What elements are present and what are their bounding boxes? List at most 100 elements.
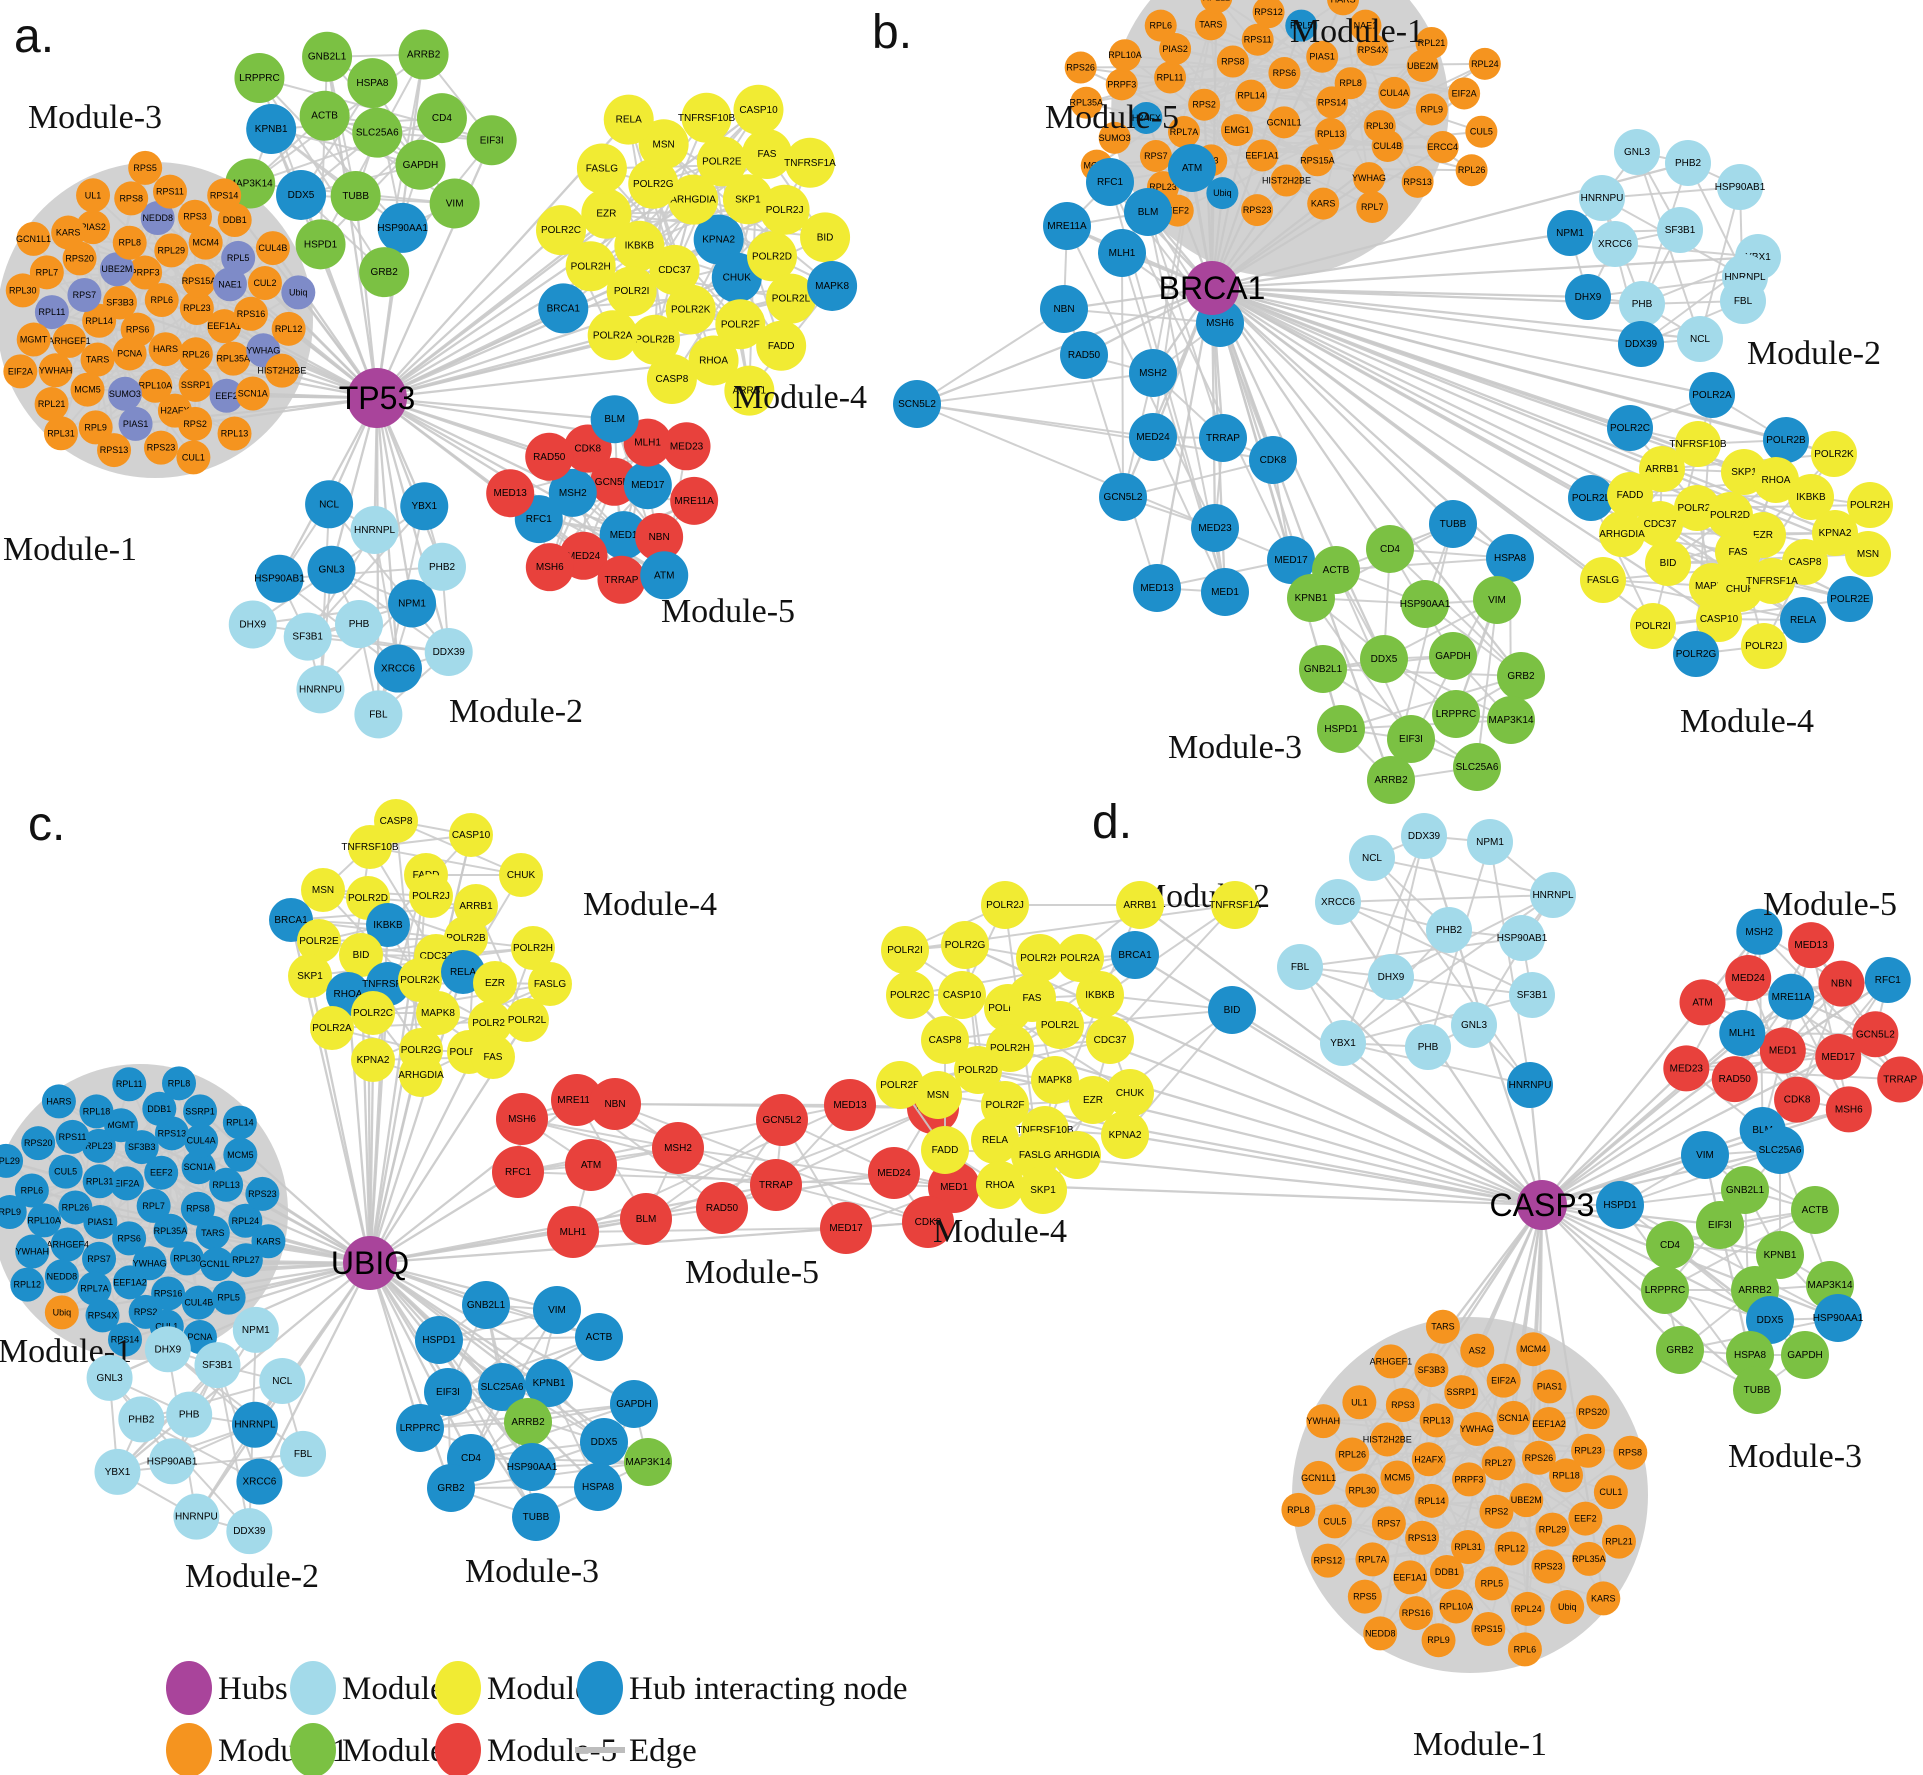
network-node [1241, 194, 1274, 227]
network-node [921, 1016, 969, 1064]
network-node [78, 410, 113, 445]
node-layer: SLC25A6TUBBACTBGAPDHDDX5HSPA8HSP90AA1KPN… [3, 29, 867, 739]
network-node [1468, 47, 1501, 80]
edge [1590, 497, 1654, 627]
network-node [1481, 1446, 1516, 1481]
network-node [181, 1150, 216, 1185]
network-node [1314, 117, 1347, 150]
network-node [1580, 557, 1626, 603]
hub-edge [1231, 1009, 1543, 1206]
network-node [1741, 623, 1787, 669]
edge [1298, 1478, 1470, 1511]
network-node [1267, 536, 1315, 584]
edge [1389, 548, 1522, 677]
network-node [1053, 1131, 1101, 1179]
network-node [3, 354, 38, 389]
network-node [70, 372, 105, 407]
network-node [1241, 23, 1274, 56]
edge [1059, 1009, 1233, 1026]
network-node [427, 1464, 475, 1512]
edge [167, 1348, 304, 1455]
network-node [1471, 1611, 1506, 1646]
module-label-module-5: Module-5 [685, 1254, 819, 1291]
network-node [217, 416, 252, 451]
module-label-module-2: Module-2 [449, 693, 583, 730]
network-node [178, 337, 213, 372]
legend-swatch-hub [166, 1661, 212, 1715]
edge [1371, 857, 1554, 896]
network-node [81, 1128, 116, 1163]
network-node [1405, 1520, 1440, 1555]
legend-swatch-module3 [290, 1723, 336, 1775]
network-node [1645, 540, 1691, 586]
network-node [976, 1161, 1024, 1209]
network-node [1689, 372, 1735, 418]
network-node [58, 1190, 93, 1225]
edge [1702, 1001, 1839, 1058]
hub-edge [1211, 286, 1701, 341]
network-node [136, 1188, 171, 1223]
network-node [1496, 1400, 1531, 1435]
network-node [222, 1105, 257, 1140]
network-node [525, 432, 574, 481]
module-label-module-2: Module-2 [1747, 335, 1881, 372]
hub-edge [1211, 287, 1454, 525]
network-node [1439, 1589, 1474, 1624]
network-node [1345, 1473, 1380, 1508]
network-node [1450, 1530, 1485, 1565]
network-node [548, 468, 597, 517]
hub-edge [1541, 1067, 1688, 1206]
network-node [143, 430, 178, 465]
network-node [820, 1202, 872, 1254]
network-node [1133, 564, 1181, 612]
network-node [1759, 1027, 1806, 1074]
node-layer: NCLDDX39NPM1HNRNPLXRCC6PHB2HSP90AB1FBLDH… [876, 813, 1923, 1763]
network-node [281, 275, 316, 310]
module-label-module-3: Module-3 [1728, 1438, 1862, 1475]
network-node [1414, 1353, 1449, 1388]
network-node [366, 903, 410, 947]
edge [1340, 675, 1522, 730]
edge [1390, 894, 1554, 978]
hub-edge [1541, 931, 1761, 1206]
network-node [52, 323, 87, 358]
legend-label: Hub interacting node [629, 1671, 908, 1707]
network-node [868, 1147, 920, 1199]
network-node [1780, 597, 1826, 643]
network-node [628, 158, 679, 209]
network-node [630, 314, 681, 365]
hub-edge [1211, 177, 1370, 289]
network-node [144, 283, 179, 318]
network-node [1139, 140, 1172, 173]
hub-node [343, 1236, 397, 1290]
network-node [1401, 580, 1449, 628]
edge [1489, 841, 1531, 1086]
network-node [83, 1205, 118, 1240]
network-node [1353, 162, 1386, 195]
network-node [496, 1093, 548, 1145]
network-node [1108, 39, 1141, 72]
network-node [97, 433, 132, 468]
hub-edge [1124, 1133, 1543, 1207]
network-node [512, 1493, 560, 1541]
network-node [599, 511, 648, 560]
edge [98, 1231, 214, 1260]
network-node [152, 174, 187, 209]
network-node [921, 1126, 969, 1174]
hub-edge [369, 1262, 533, 1468]
hub-edge [1541, 1128, 1764, 1207]
network-node [1509, 1483, 1544, 1518]
network-node [1016, 934, 1064, 982]
network-node [1360, 635, 1408, 683]
network-node [449, 813, 493, 857]
network-node [662, 422, 711, 471]
network-node [29, 255, 64, 290]
network-node [1371, 129, 1404, 162]
network-node [347, 58, 398, 109]
network-node [232, 1306, 279, 1353]
hub-edge [199, 1110, 371, 1264]
network-node [1144, 9, 1177, 42]
edge [279, 565, 443, 580]
network-node [114, 181, 149, 216]
